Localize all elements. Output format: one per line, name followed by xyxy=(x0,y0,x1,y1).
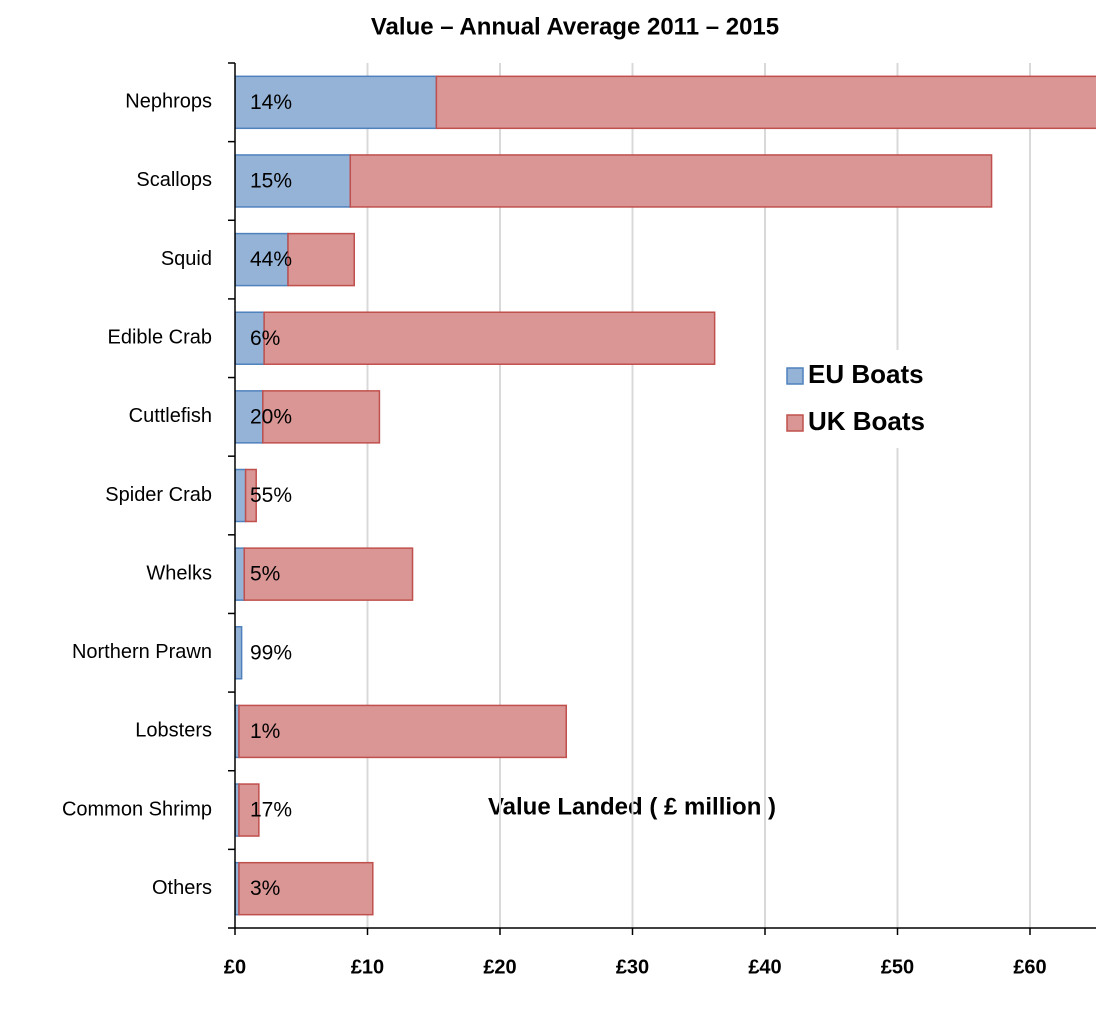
category-label: Lobsters xyxy=(135,720,212,742)
category-label: Spider Crab xyxy=(105,484,212,506)
share-label: 20% xyxy=(250,405,292,428)
legend-swatch xyxy=(786,414,804,432)
bar-segment xyxy=(263,311,716,365)
bar-segment xyxy=(235,75,438,130)
bar-segment xyxy=(244,468,257,523)
share-label: 17% xyxy=(250,799,292,822)
legend-label: EU Boats xyxy=(808,359,924,389)
share-label: 14% xyxy=(250,91,292,114)
share-label: 99% xyxy=(250,641,292,664)
bar-segment xyxy=(235,547,246,601)
share-label: 6% xyxy=(250,327,280,350)
bar-segment xyxy=(235,154,352,208)
share-label: 55% xyxy=(250,484,292,507)
category-label: Squid xyxy=(161,248,212,270)
category-label: Whelks xyxy=(146,562,212,584)
legend-swatch xyxy=(786,367,804,385)
category-label: Nephrops xyxy=(125,91,212,113)
share-label: 5% xyxy=(250,563,280,586)
bar-segment xyxy=(435,75,1096,130)
bar-segment xyxy=(243,547,414,601)
x-tick-label: £20 xyxy=(483,956,516,978)
bar-segment xyxy=(349,154,993,208)
bar-segment xyxy=(287,232,355,287)
legend-label: UK Boats xyxy=(808,406,925,436)
foreground: £0 £10 £20 £30 £40 £50 £60 Nephrops 14% Scallops 1… xyxy=(62,62,1096,978)
bar-segment xyxy=(238,783,260,837)
x-tick-label: £40 xyxy=(748,956,781,978)
x-tick-label: £10 xyxy=(351,956,384,978)
share-label: 1% xyxy=(250,720,280,743)
bar-segment xyxy=(235,390,264,444)
category-label: Common Shrimp xyxy=(62,798,212,820)
bar-segment xyxy=(235,468,247,523)
share-label: 15% xyxy=(250,170,292,193)
category-label: Scallops xyxy=(136,169,212,191)
bar-segment xyxy=(235,311,265,365)
category-label: Northern Prawn xyxy=(72,641,212,663)
bar-segment xyxy=(262,390,381,444)
share-label: 44% xyxy=(250,248,292,271)
bars xyxy=(235,75,1096,916)
x-tick-label: £50 xyxy=(881,956,914,978)
share-label: 3% xyxy=(250,877,280,900)
x-tick-label: £0 xyxy=(224,956,246,978)
chart-title: Value – Annual Average 2011 – 2015 xyxy=(371,13,779,40)
category-label: Others xyxy=(152,877,212,899)
category-label: Cuttlefish xyxy=(129,405,212,427)
bar-segment xyxy=(235,626,243,680)
x-tick-label: £60 xyxy=(1013,956,1046,978)
x-tick-label: £30 xyxy=(616,956,649,978)
bar-segment xyxy=(238,704,567,759)
bar-segment xyxy=(238,861,374,916)
category-label: Edible Crab xyxy=(107,327,212,349)
